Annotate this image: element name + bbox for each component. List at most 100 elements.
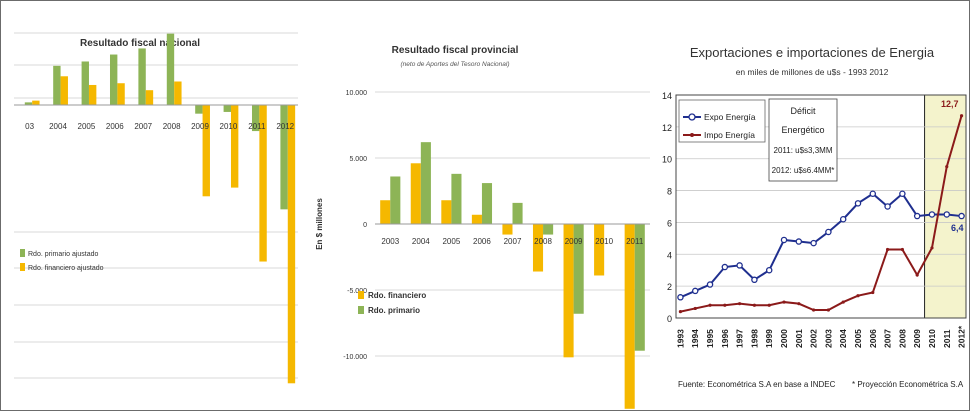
point-expo-1999: [765, 266, 773, 274]
chart-title: Resultado fiscal provincial: [392, 45, 519, 56]
bar-financiero-2005: [441, 200, 452, 224]
x-tick-label: 1993: [675, 329, 685, 348]
point-expo-2007: [884, 203, 891, 210]
point-expo-2011: [943, 211, 951, 218]
x-tick-label: 2001: [794, 329, 804, 348]
bar-primario-2012: [280, 104, 288, 210]
x-tick-label: 2002: [809, 329, 819, 348]
legend-label: Rdo. financiero: [368, 291, 426, 300]
point-expo-2003: [825, 228, 832, 236]
deficit-2012: 2012: u$s6.4MM*: [772, 166, 835, 175]
bar-primario-2009: [573, 224, 584, 314]
y-tick-label: -10.000: [343, 354, 367, 361]
tick-label-2010: 2010: [220, 122, 238, 131]
bar-financiero-2003: [380, 200, 391, 224]
deficit-title: Déficit: [790, 106, 816, 116]
legend-marker: [690, 133, 694, 137]
tick-label-2004: 2004: [412, 237, 430, 246]
point-expo-2001: [795, 238, 803, 245]
bar-primario-2006: [481, 183, 493, 224]
point-expo-2004: [839, 215, 847, 223]
point-impo-2000: [782, 300, 786, 304]
bar-primario-2003: [390, 176, 401, 224]
bar-primario-2006: [109, 54, 118, 105]
x-tick-label: 2005: [853, 329, 863, 348]
tick-label-2003: 03: [25, 122, 34, 131]
y-tick-label: 10.000: [346, 90, 368, 97]
tick-label-2005: 2005: [442, 237, 460, 246]
bar-financiero-2011: [259, 104, 267, 262]
x-tick-label: 1994: [690, 329, 700, 348]
point-expo-2000: [780, 236, 788, 244]
point-impo-2007: [885, 247, 890, 252]
point-impo-2003: [826, 308, 830, 312]
point-impo-2001: [797, 302, 801, 306]
y-tick-label: 12: [662, 123, 672, 133]
point-expo-2005: [854, 200, 862, 207]
legend-label: Rdo. financiero ajustado: [28, 265, 104, 272]
series-line-impo: [680, 115, 963, 313]
tick-label-2008: 2008: [534, 237, 552, 246]
y-tick-label: 8: [667, 187, 672, 197]
point-impo-2004: [841, 300, 845, 304]
x-tick-label: 1995: [705, 329, 715, 348]
y-tick-label: 5.000: [349, 156, 367, 163]
x-tick-label: 1998: [749, 329, 759, 348]
tick-label-2006: 2006: [106, 122, 124, 131]
x-tick-label: 2006: [868, 329, 878, 348]
tick-label-2003: 2003: [381, 237, 399, 246]
point-impo-2002: [812, 308, 816, 312]
point-impo-2009: [915, 273, 919, 277]
point-impo-1993: [678, 310, 683, 314]
bar-financiero-2006: [471, 214, 482, 224]
y-tick-label: 0: [363, 222, 367, 229]
point-expo-2010: [928, 211, 936, 218]
point-expo-2009: [913, 212, 921, 220]
y-tick-label: 6: [667, 218, 672, 228]
bar-financiero-2007: [145, 90, 154, 105]
tick-label-2010: 2010: [595, 237, 613, 246]
point-expo-1997: [736, 262, 743, 269]
point-expo-2002: [810, 239, 817, 247]
point-expo-1993: [677, 294, 684, 301]
bar-primario-2011: [634, 224, 645, 351]
tick-label-2006: 2006: [473, 237, 491, 246]
source-text: Fuente: Econométrica S.A en base a INDEC: [678, 380, 836, 389]
x-tick-label: 1996: [720, 329, 730, 348]
x-tick-label: 2010: [927, 329, 937, 348]
x-tick-label: 2007: [883, 329, 893, 348]
tick-label-2007: 2007: [134, 122, 152, 131]
point-impo-1998: [752, 303, 757, 307]
point-impo-2011: [945, 165, 949, 169]
x-tick-label: 1999: [764, 329, 774, 348]
value-callout-low: 6,4: [951, 223, 964, 233]
y-axis-label: En $ millones: [315, 198, 324, 250]
bar-financiero-2004: [60, 76, 68, 105]
y-tick-label: 14: [662, 91, 672, 101]
bar-primario-2005: [451, 173, 462, 224]
point-impo-2010: [930, 246, 934, 250]
bar-financiero-2010: [594, 224, 605, 276]
point-impo-2008: [900, 247, 904, 252]
chart-subtitle: (neto de Aportes del Tesoro Nacional): [401, 61, 510, 68]
y-tick-label: 4: [667, 250, 672, 260]
chart-energia: 0 2 4 6 8 10 12 14 Exportaciones e importaciones…: [662, 45, 967, 389]
point-expo-1996: [721, 263, 729, 271]
point-impo-1996: [723, 303, 727, 307]
legend-label: Rdo. primario: [368, 306, 420, 315]
bar-financiero-2006: [117, 83, 125, 105]
point-impo-1994: [693, 306, 697, 311]
point-impo-2012*: [959, 114, 964, 118]
bar-financiero-2010: [230, 104, 239, 188]
chart-title: Resultado fiscal nacional: [80, 38, 200, 49]
bar-financiero-2008: [174, 81, 182, 105]
tick-label-2007: 2007: [504, 237, 522, 246]
legend-swatch: [358, 291, 364, 299]
point-expo-2012*: [958, 212, 965, 220]
bar-financiero-2004: [410, 163, 421, 224]
series-line-expo: [680, 192, 962, 299]
legend-swatch: [20, 263, 25, 271]
point-expo-1995: [706, 281, 714, 288]
deficit-2011: 2011: u$s3,3MM: [774, 146, 833, 155]
